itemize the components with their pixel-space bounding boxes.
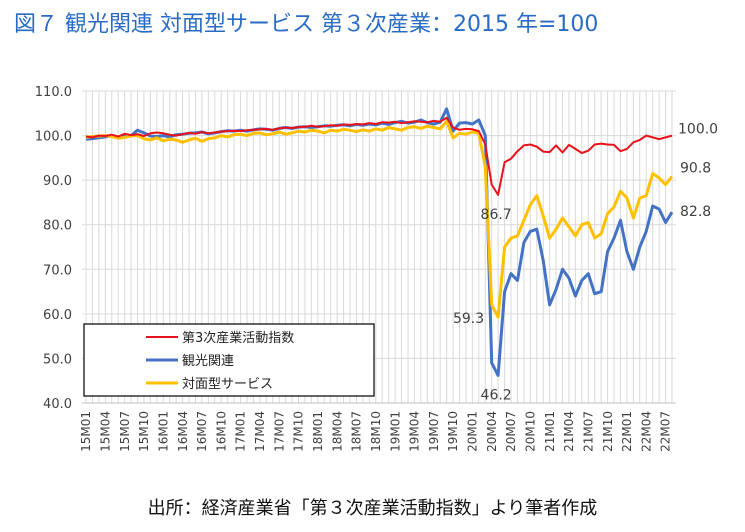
- x-tick-label: 15M10: [137, 411, 151, 452]
- data-label: 86.7: [481, 207, 512, 223]
- data-label: 82.8: [680, 204, 711, 220]
- y-axis: 110.0 100.0 90.0 80.0 70.0 60.0 50.0 40.0: [35, 85, 72, 412]
- x-tick-label: 17M10: [292, 411, 306, 452]
- y-tick-label: 80.0: [43, 219, 72, 234]
- series-lines: [85, 107, 674, 377]
- y-tick-label: 110.0: [35, 85, 72, 100]
- x-tick-label: 21M01: [543, 411, 557, 452]
- x-tick-label: 19M10: [446, 411, 460, 452]
- data-label: 46.2: [481, 387, 512, 403]
- x-tick-label: 15M07: [118, 411, 132, 452]
- y-tick-label: 100.0: [35, 130, 72, 145]
- series-line-0: [85, 116, 673, 196]
- x-tick-label: 16M04: [176, 411, 190, 452]
- x-tick-label: 20M01: [466, 411, 480, 452]
- x-tick-label: 18M10: [369, 411, 383, 452]
- x-tick-label: 22M04: [639, 411, 653, 452]
- x-tick-label: 22M01: [620, 411, 634, 452]
- x-tick-label: 15M04: [99, 411, 113, 452]
- series-line-2: [85, 119, 674, 319]
- legend-label: 対面型サービス: [182, 377, 273, 392]
- x-tick-label: 17M01: [234, 411, 248, 452]
- x-tick-label: 22M07: [659, 411, 673, 452]
- x-tick-label: 20M07: [504, 411, 518, 452]
- x-tick-label: 21M10: [601, 411, 615, 452]
- legend-label: 第3次産業活動指数: [182, 330, 294, 346]
- x-tick-label: 19M01: [388, 411, 402, 452]
- x-tick-label: 17M04: [253, 411, 267, 452]
- x-tick-label: 18M04: [330, 411, 344, 452]
- x-tick-label: 16M01: [156, 411, 170, 452]
- y-tick-label: 40.0: [43, 397, 72, 412]
- y-tick-label: 90.0: [43, 174, 72, 189]
- x-tick-label: 16M10: [214, 411, 228, 452]
- data-label: 59.3: [453, 311, 484, 327]
- y-tick-label: 60.0: [43, 308, 72, 323]
- x-tick-label: 19M07: [427, 411, 441, 452]
- source-note: 出所：経済産業省「第３次産業活動指数」より筆者作成: [147, 498, 598, 519]
- x-tick-label: 21M07: [581, 411, 595, 452]
- x-axis: 15M01 15M04 15M07 15M10 16M01 16M04 16M07 16M10…: [79, 402, 676, 452]
- data-label: 100.0: [678, 122, 718, 138]
- x-tick-label: 20M10: [524, 411, 538, 452]
- x-tick-label: 17M07: [272, 411, 286, 452]
- figure-title: 図７ 観光関連 対面型サービス 第３次産業：2015 年=100: [14, 12, 599, 37]
- y-tick-label: 70.0: [43, 263, 72, 278]
- data-labels: 100.0 90.8 82.8 86.7 59.3 46.2: [453, 122, 718, 404]
- x-tick-label: 18M01: [311, 411, 325, 452]
- x-tick-label: 21M04: [562, 411, 576, 452]
- y-tick-label: 50.0: [43, 352, 72, 367]
- x-tick-label: 16M07: [195, 411, 209, 452]
- x-tick-label: 15M01: [79, 411, 93, 452]
- x-tick-label: 20M04: [485, 411, 499, 452]
- legend-label: 観光関連: [182, 354, 234, 369]
- x-tick-label: 18M07: [350, 411, 364, 452]
- line-chart: 110.0 100.0 90.0 80.0 70.0 60.0 50.0 40.0 15M01…: [35, 85, 718, 452]
- x-tick-label: 19M04: [408, 411, 422, 452]
- data-label: 90.8: [680, 161, 711, 177]
- legend-box: [83, 323, 375, 397]
